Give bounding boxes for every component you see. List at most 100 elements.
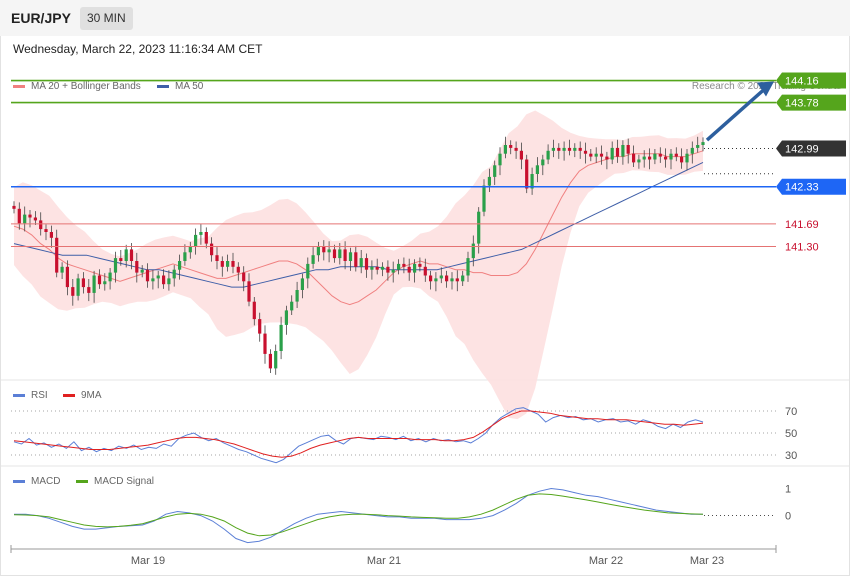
candle-body (258, 319, 262, 334)
current-level-2-label: 142.99 (785, 143, 819, 155)
candle-body (445, 275, 449, 282)
candle-body (514, 147, 518, 151)
candle-body (108, 272, 112, 282)
legend-ma20-label: MA 20 + Bollinger Bands (31, 81, 141, 92)
candle-body (97, 275, 102, 285)
candle-body (188, 246, 192, 253)
candle-body (519, 150, 523, 160)
legend-ma20: MA 20 + Bollinger Bands (13, 81, 141, 92)
candle-body (407, 266, 411, 273)
ma50-swatch (157, 84, 169, 88)
candle-body (359, 258, 363, 267)
ma50-line (13, 161, 704, 288)
candle-body (605, 156, 609, 160)
candle-body (338, 249, 342, 259)
x-tick-label: Mar 21 (367, 555, 401, 567)
legend-macd-signal: MACD Signal (76, 476, 154, 487)
candle-body (348, 252, 353, 261)
candle-body (669, 153, 673, 160)
candle-body (354, 252, 358, 267)
candle-body (332, 249, 337, 259)
pivot-level-3-tag (776, 178, 846, 195)
candle-body (204, 232, 208, 244)
candle-body (247, 281, 251, 302)
candle-body (162, 275, 166, 285)
candle-body (145, 269, 150, 282)
candle-body (664, 156, 668, 160)
candle-body (295, 290, 299, 302)
resistance-level-0-tag (776, 72, 846, 89)
candle-body (653, 153, 657, 160)
candle-body (81, 278, 85, 288)
candle-body (113, 258, 118, 273)
candle-body (482, 185, 486, 212)
candle-body (124, 249, 128, 261)
candle-body (610, 147, 614, 160)
candle-body (567, 147, 572, 151)
x-tick-label: Mar 22 (589, 555, 623, 567)
legend-ma50-label: MA 50 (175, 81, 204, 92)
bollinger-band (14, 110, 703, 420)
candle-body (535, 165, 539, 174)
candle-body (12, 205, 16, 209)
candle-body (236, 266, 240, 273)
candle-body (156, 275, 160, 279)
candle-body (466, 258, 470, 276)
candle-body (578, 147, 582, 151)
legend-macd: MACD (13, 476, 60, 487)
candle-body (71, 287, 75, 296)
candle-body (231, 261, 235, 267)
candle-body (343, 249, 347, 261)
legend-rsi: RSI (13, 390, 48, 401)
legend-macd-label: MACD (31, 476, 61, 487)
support-level-5-label: 141.30 (785, 242, 819, 254)
candle-body (194, 234, 198, 247)
candle-body (498, 153, 502, 166)
candle-body (541, 159, 545, 166)
candle-body (375, 266, 379, 270)
candle-body (632, 153, 636, 163)
candle-body (674, 153, 678, 157)
resistance-level-1-label: 143.78 (785, 98, 819, 110)
candle-body (493, 165, 497, 177)
x-tick-label: Mar 23 (690, 555, 724, 567)
candle-body (455, 278, 459, 282)
target-arrow-shaft (705, 88, 766, 142)
candle-body (39, 220, 43, 230)
candle-body (413, 263, 417, 273)
candle-body (60, 266, 64, 273)
candle-body (167, 278, 171, 285)
candle-body (696, 145, 700, 148)
candle-body (28, 214, 32, 218)
candle-body (648, 156, 652, 160)
macd-tick-label: 1 (785, 484, 791, 496)
candle-body (23, 214, 27, 224)
candle-body (402, 263, 406, 267)
legend-rsi-ma: 9MA (63, 390, 102, 401)
candle-body (252, 301, 256, 320)
candle-body (140, 269, 144, 273)
candle-body (306, 263, 310, 279)
candle-body (284, 310, 288, 325)
candle-body (242, 272, 246, 282)
candle-body (151, 278, 155, 282)
rsi-tick-label: 50 (785, 428, 797, 440)
candle-body (220, 261, 224, 267)
candle-body (573, 147, 577, 151)
resistance-level-1-tag (776, 94, 846, 111)
macd-signal-swatch (76, 479, 88, 483)
target-arrow-head (757, 81, 774, 97)
candle-body (594, 153, 598, 157)
legend-rsi-ma-label: 9MA (81, 390, 102, 401)
candle-body (589, 153, 593, 157)
candle-body (65, 266, 69, 288)
candle-body (103, 281, 107, 285)
candle-body (546, 150, 550, 160)
timeframe-button[interactable]: 30 MIN (80, 7, 133, 30)
candle-body (434, 278, 438, 282)
candle-body (322, 246, 326, 253)
candle-body (658, 153, 662, 157)
candle-body (509, 145, 513, 148)
candle-body (701, 142, 705, 145)
